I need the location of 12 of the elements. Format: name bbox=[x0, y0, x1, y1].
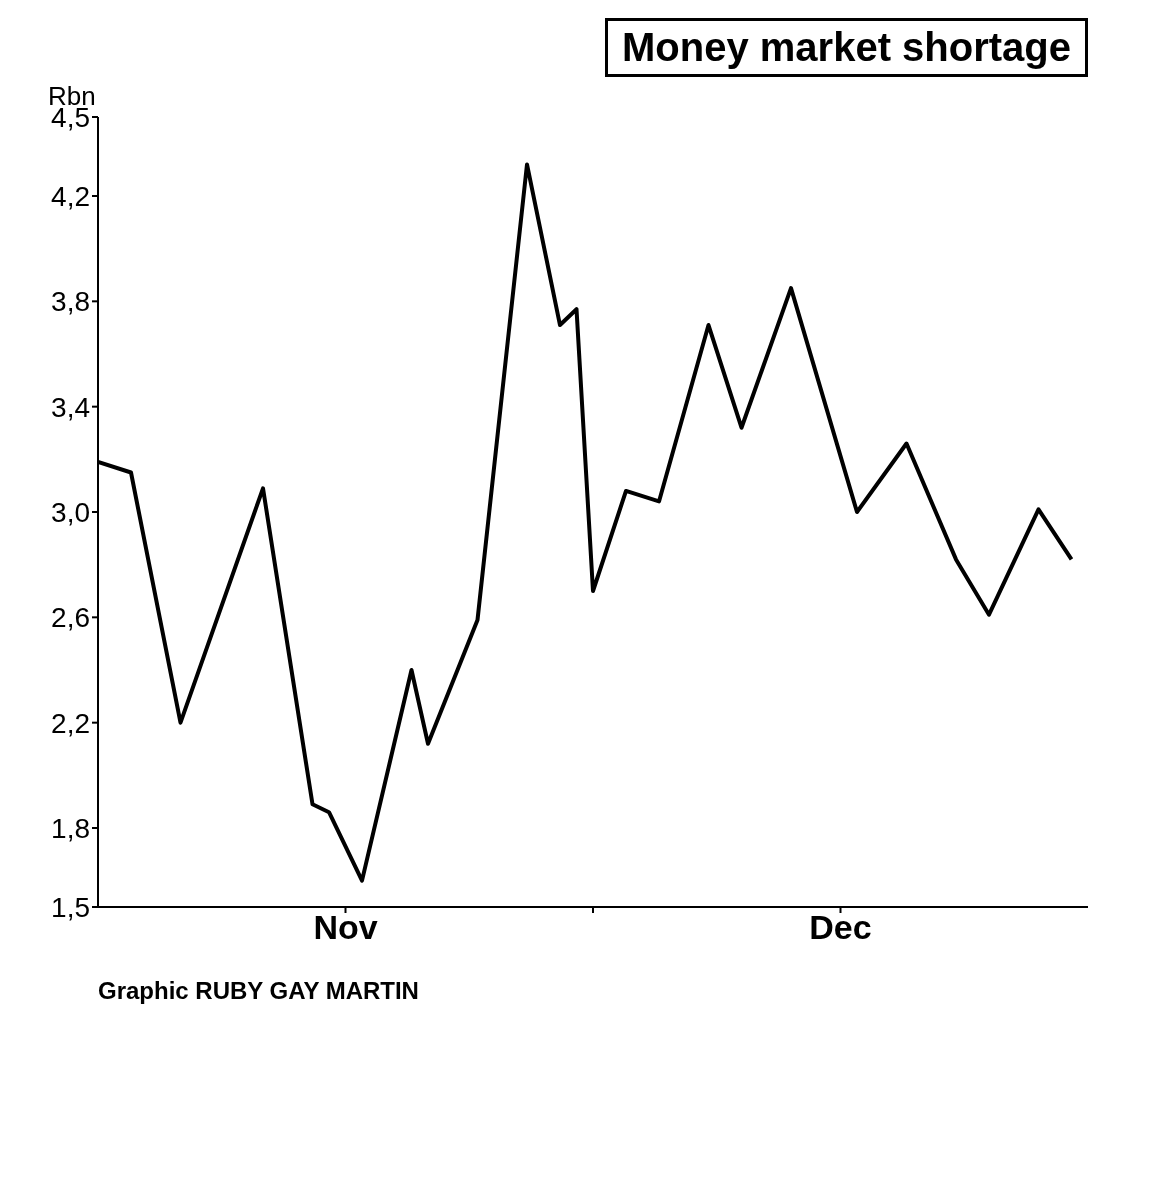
x-tick-label: Nov bbox=[313, 908, 378, 947]
text: Graphic RUBY GAY MARTIN bbox=[97, 977, 420, 1005]
y-tick-label: 3,4 bbox=[51, 391, 90, 423]
x-tick-label: Dec bbox=[809, 908, 872, 947]
y-tick-label: 1,5 bbox=[51, 891, 90, 923]
y-tick-label: 3,0 bbox=[51, 496, 90, 528]
y-tick-label: 1,8 bbox=[51, 812, 90, 844]
y-tick-label: 3,8 bbox=[51, 286, 90, 318]
chart-title: Money market shortage bbox=[604, 18, 1088, 77]
y-tick-label: 2,2 bbox=[51, 707, 90, 739]
y-tick-label: 2,6 bbox=[51, 602, 90, 634]
y-tick-label: 4,2 bbox=[51, 180, 90, 212]
